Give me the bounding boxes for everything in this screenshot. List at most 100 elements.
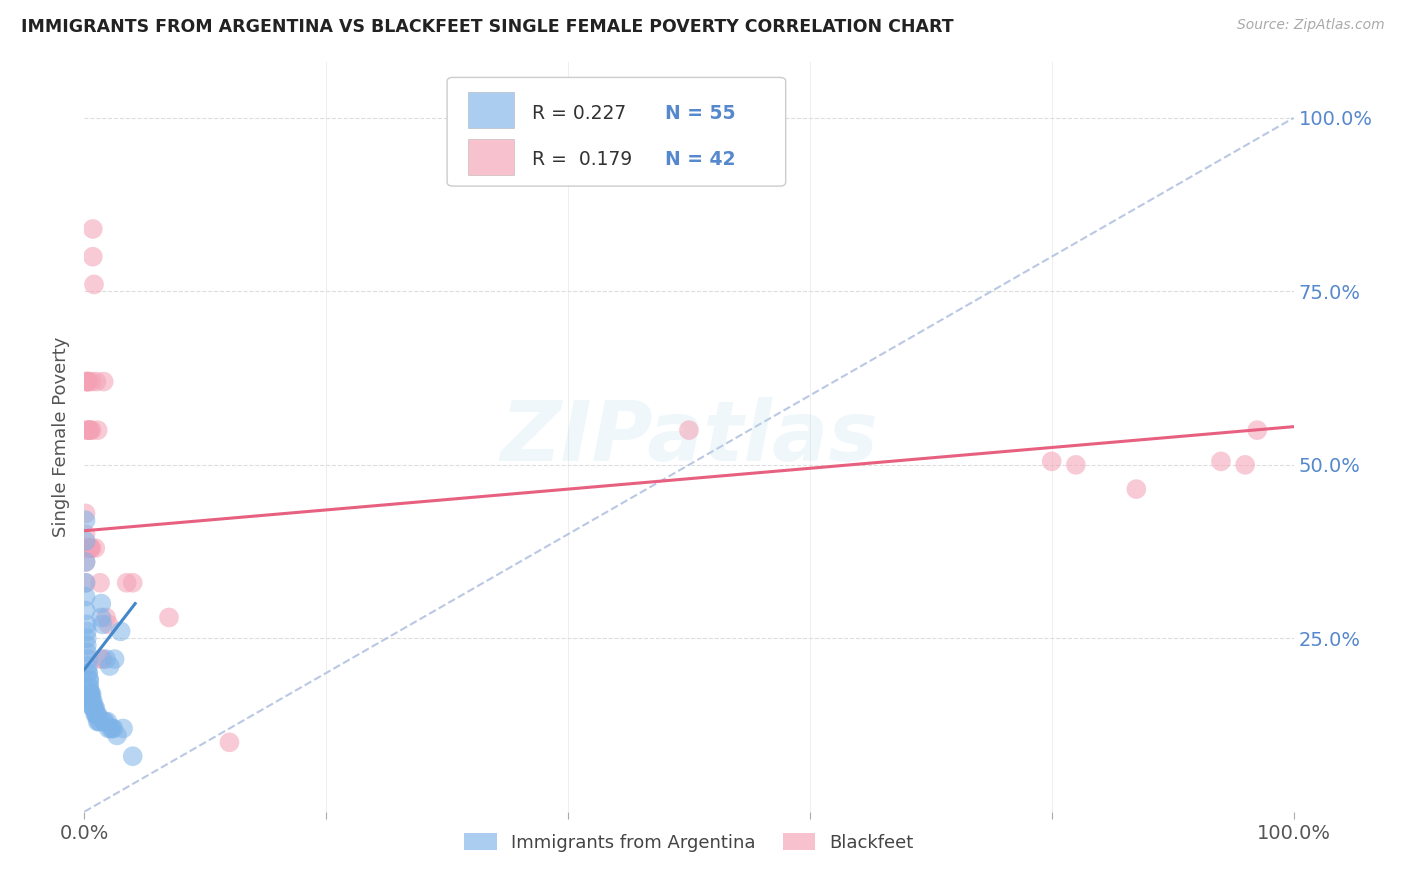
Point <box>76 423 98 437</box>
Point <box>1234 458 1257 472</box>
FancyBboxPatch shape <box>447 78 786 186</box>
Point <box>76 375 98 389</box>
Point <box>79 687 101 701</box>
Point <box>77 680 100 694</box>
Point <box>75 507 97 521</box>
Point <box>80 541 103 555</box>
Point <box>77 375 100 389</box>
Point <box>86 707 108 722</box>
Point <box>80 375 103 389</box>
Text: Source: ZipAtlas.com: Source: ZipAtlas.com <box>1237 18 1385 32</box>
Point <box>103 722 125 736</box>
Point <box>77 375 100 389</box>
Point <box>83 277 105 292</box>
FancyBboxPatch shape <box>468 139 513 175</box>
Point <box>77 673 100 687</box>
Point <box>77 541 100 555</box>
Point <box>91 617 114 632</box>
Point <box>157 610 180 624</box>
Text: R = 0.227: R = 0.227 <box>531 103 626 123</box>
FancyBboxPatch shape <box>468 93 513 128</box>
Point <box>77 423 100 437</box>
Point <box>84 541 107 555</box>
Point <box>77 652 100 666</box>
Point <box>97 722 120 736</box>
Point <box>77 423 100 437</box>
Point <box>98 659 121 673</box>
Point <box>80 694 103 708</box>
Point <box>77 659 100 673</box>
Point <box>75 603 97 617</box>
Point <box>83 700 105 714</box>
Point <box>1064 458 1087 472</box>
Point <box>75 555 97 569</box>
Point <box>75 527 97 541</box>
Point <box>96 714 118 729</box>
Point <box>76 638 98 652</box>
Point <box>100 722 122 736</box>
Point <box>86 423 108 437</box>
Text: R =  0.179: R = 0.179 <box>531 150 633 169</box>
Point <box>82 222 104 236</box>
Point <box>90 610 112 624</box>
Text: N = 55: N = 55 <box>665 103 735 123</box>
Point <box>79 423 101 437</box>
Point <box>1125 482 1147 496</box>
Point <box>112 722 135 736</box>
Point <box>76 624 98 639</box>
Point <box>77 680 100 694</box>
Point <box>75 575 97 590</box>
Point <box>75 513 97 527</box>
Point <box>1040 454 1063 468</box>
Point <box>94 652 117 666</box>
Point <box>79 541 101 555</box>
Text: N = 42: N = 42 <box>665 150 735 169</box>
Point <box>87 714 110 729</box>
Point <box>79 687 101 701</box>
Legend: Immigrants from Argentina, Blackfeet: Immigrants from Argentina, Blackfeet <box>457 826 921 859</box>
Point <box>82 250 104 264</box>
Point <box>86 707 108 722</box>
Point <box>110 624 132 639</box>
Point <box>93 714 115 729</box>
Point <box>89 714 111 729</box>
Point <box>79 541 101 555</box>
Point <box>121 749 143 764</box>
Point <box>80 694 103 708</box>
Point <box>76 645 98 659</box>
Point <box>94 610 117 624</box>
Point <box>121 575 143 590</box>
Text: ZIPatlas: ZIPatlas <box>501 397 877 477</box>
Point <box>82 700 104 714</box>
Point <box>86 707 108 722</box>
Point <box>82 700 104 714</box>
Point <box>115 575 138 590</box>
Point <box>86 375 108 389</box>
Point <box>76 375 98 389</box>
Point <box>105 728 128 742</box>
Point <box>104 652 127 666</box>
Point <box>77 673 100 687</box>
Point <box>79 687 101 701</box>
Point <box>84 707 107 722</box>
Point <box>75 590 97 604</box>
Point <box>80 423 103 437</box>
Point <box>1246 423 1268 437</box>
Point <box>86 714 108 729</box>
Point <box>77 665 100 680</box>
Point <box>94 714 117 729</box>
Point <box>678 423 700 437</box>
Point <box>75 575 97 590</box>
Point <box>97 617 120 632</box>
Point <box>75 555 97 569</box>
Point <box>101 722 124 736</box>
Point <box>75 534 97 549</box>
Point <box>93 375 115 389</box>
Point <box>83 700 105 714</box>
Point <box>91 652 114 666</box>
Point <box>1209 454 1232 468</box>
Point <box>89 575 111 590</box>
Point <box>90 652 112 666</box>
Point <box>84 700 107 714</box>
Point <box>76 617 98 632</box>
